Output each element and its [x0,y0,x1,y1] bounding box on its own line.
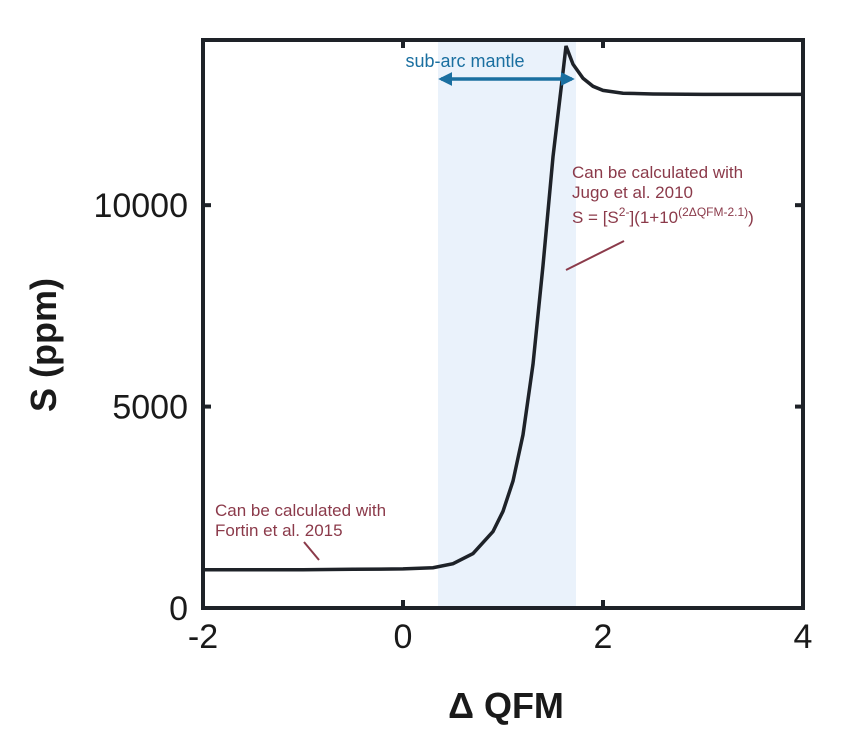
annotation-fortin-line1: Can be calculated with [215,501,386,520]
band-label: sub-arc mantle [405,51,524,71]
plot-frame [201,38,805,610]
y-tick-label: 0 [169,590,188,628]
sulfur-curve [203,45,803,572]
y-axis-label: S (ppm) [23,278,64,412]
annotation-jugo-equation: S = [S2-](1+10(2ΔQFM-2.1)) [572,205,754,227]
x-axis-label: Δ QFM [448,685,564,726]
x-tick-label: -2 [188,618,218,656]
y-tick-label: 10000 [93,187,188,225]
x-tick-label: 4 [794,618,813,656]
sub-arc-mantle-band [438,40,576,608]
annotation-jugo-line2: Jugo et al. 2010 [572,183,693,202]
x-tick-label: 0 [394,618,413,656]
annotation-jugo-leader [565,240,625,271]
y-tick-label: 5000 [112,389,188,427]
annotation-jugo-line1: Can be calculated with [572,163,743,182]
annotation-fortin-leader [303,541,320,561]
x-tick-label: 2 [594,618,613,656]
annotation-fortin-line2: Fortin et al. 2015 [215,521,343,540]
